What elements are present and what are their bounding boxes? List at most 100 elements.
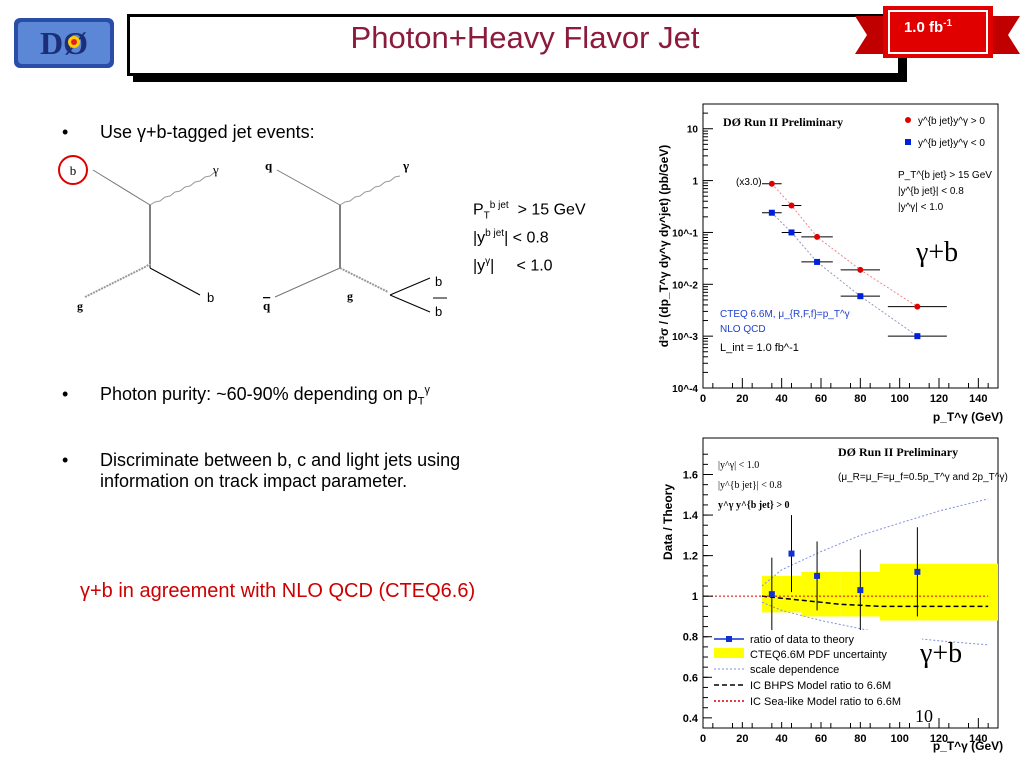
chart2-cut-2: |y^{b jet}| < 0.8 bbox=[718, 480, 782, 491]
plot-frame bbox=[702, 103, 999, 389]
cut-ygamma: |yγ| < 1.0 bbox=[473, 256, 553, 275]
chart1-cut-3: |y^γ| < 1.0 bbox=[898, 202, 944, 213]
chart1-ylabel: d³σ / (dp_T^γ dy^γ dy^jet) (pb/GeV) bbox=[657, 145, 671, 348]
label-g-1: g bbox=[77, 299, 83, 313]
chart1-xlabel: p_T^γ (GeV) bbox=[933, 410, 1003, 424]
chart2-legend-bg bbox=[712, 630, 922, 722]
chart2-ratio-point bbox=[788, 550, 795, 557]
title-box bbox=[127, 14, 901, 76]
label-gamma-1: γ bbox=[212, 162, 219, 177]
chart1-cut-2: |y^{b jet}| < 0.8 bbox=[898, 186, 964, 197]
chart1-lumi: L_int = 1.0 fb^-1 bbox=[720, 342, 799, 354]
legend-marker-neg bbox=[905, 139, 911, 145]
chart2-ytick-label: 1.2 bbox=[683, 551, 698, 563]
chart1-ytick-label: 10^-1 bbox=[672, 228, 698, 239]
chart1-point bbox=[857, 293, 864, 300]
chart1-point bbox=[914, 333, 921, 340]
chart2-ratio-point bbox=[768, 591, 775, 598]
bullet-1-text: Use γ+b-tagged jet events: bbox=[100, 122, 315, 142]
chart1-xtick-label: 140 bbox=[969, 393, 987, 405]
chart1-ytick-label: 1 bbox=[692, 177, 698, 188]
bullet-2: • Photon purity: ~60-90% depending on pTγ bbox=[62, 384, 430, 408]
legend-marker-pos bbox=[905, 117, 911, 123]
legend-scale: scale dependence bbox=[750, 664, 839, 676]
chart1-theory-curve bbox=[771, 212, 918, 337]
chart2-ylabel: Data / Theory bbox=[661, 484, 675, 560]
chart1-ytick-label: 10 bbox=[687, 125, 699, 136]
legend-pos: y^{b jet}y^γ > 0 bbox=[918, 116, 985, 127]
chart2-xlabel: p_T^γ (GeV) bbox=[933, 739, 1003, 753]
legend-bhps: IC BHPS Model ratio to 6.6M bbox=[750, 680, 891, 692]
chart2-big-label: γ+b bbox=[919, 638, 962, 669]
chart1-ytick-label: 10^-4 bbox=[672, 384, 698, 395]
chart2-scale-line bbox=[761, 601, 989, 646]
label-qbar: q bbox=[263, 298, 271, 313]
legend-pdf: CTEQ6.6M PDF uncertainty bbox=[750, 649, 887, 661]
chart2-ytick-label: 0.4 bbox=[683, 713, 699, 725]
label-q: q bbox=[265, 158, 273, 173]
chart2-xtick-label: 60 bbox=[815, 733, 827, 745]
label-gamma-2: γ bbox=[402, 158, 409, 173]
chart2-ytick-label: 0.8 bbox=[683, 632, 698, 644]
chart2-pdf-band bbox=[880, 563, 998, 621]
chart1-xtick-label: 100 bbox=[890, 393, 908, 405]
luminosity-badge bbox=[855, 6, 1020, 58]
page-title: Photon+Heavy Flavor Jet bbox=[350, 20, 700, 55]
chart2-pdf-band bbox=[801, 571, 841, 617]
chart1-point bbox=[768, 209, 775, 216]
chart2-scale-line bbox=[761, 498, 989, 587]
chart1-xtick-label: 0 bbox=[700, 393, 706, 405]
bullet-3-text: Discriminate between b, c and light jets… bbox=[100, 450, 461, 491]
chart1-xtick-label: 20 bbox=[736, 393, 748, 405]
chart2-xtick-label: 40 bbox=[776, 733, 788, 745]
chart1-point bbox=[814, 233, 821, 240]
chart2-xtick-label: 20 bbox=[736, 733, 748, 745]
bullet-2-text: Photon purity: ~60-90% depending on pTγ bbox=[100, 384, 430, 408]
bullet-1: • Use γ+b-tagged jet events: bbox=[62, 122, 315, 142]
chart1-xtick-label: 40 bbox=[776, 393, 788, 405]
chart2-xtick-label: 100 bbox=[890, 733, 908, 745]
feynman-diagrams: b γ g b q γ q g b b bbox=[58, 155, 447, 319]
cross-section-chart: DØ Run II Preliminary 10^-4 10^-3 10^-2 10^… bbox=[657, 103, 1003, 424]
chart1-point bbox=[788, 229, 795, 236]
ratio-chart: 0.4 0.6 0.8 1 1.2 1.4 1.6 0 20 40 60 80 100 120 140 D… bbox=[661, 437, 1008, 753]
chart1-xtick-label: 80 bbox=[854, 393, 866, 405]
chart1-theory-1: CTEQ 6.6M, μ_{R,F,f}=p_T^γ bbox=[720, 309, 850, 320]
feynman-diagram-1: b γ g b bbox=[58, 155, 219, 313]
legend-pdf-swatch bbox=[714, 648, 744, 658]
chart2-ytick-label: 1 bbox=[692, 591, 698, 603]
label-b-out-1: b bbox=[207, 290, 214, 305]
luminosity-badge-label: 1.0 fb-1 bbox=[903, 18, 953, 36]
chart1-xtick-label: 60 bbox=[815, 393, 827, 405]
chart1-title: DØ Run II Preliminary bbox=[723, 115, 843, 129]
chart2-ytick-label: 0.6 bbox=[683, 672, 698, 684]
chart1-theory-2: NLO QCD bbox=[720, 324, 766, 335]
chart1-point bbox=[914, 303, 921, 310]
label-b-circled: b bbox=[70, 163, 77, 178]
b-highlight-circle bbox=[58, 155, 88, 185]
label-b-2: b bbox=[435, 274, 442, 289]
chart1-point bbox=[814, 258, 821, 265]
chart2-xtick-label: 140 bbox=[969, 733, 987, 745]
chart2-pdf-band bbox=[781, 575, 802, 613]
chart2-ytick-label: 1.4 bbox=[683, 510, 699, 522]
bullet-3: • Discriminate between b, c and light jet… bbox=[62, 450, 461, 491]
logo-text: DØ bbox=[40, 25, 88, 61]
chart2-cut-3: y^γ y^{b jet} > 0 bbox=[718, 500, 790, 511]
chart1-point bbox=[768, 180, 775, 187]
cut-pt: PTb jet > 15 GeV bbox=[473, 200, 586, 222]
chart2-cut-1: |y^γ| < 1.0 bbox=[718, 460, 759, 471]
d0-logo: DØ bbox=[14, 18, 114, 68]
chart2-ratio-point bbox=[914, 568, 921, 575]
legend-sea: IC Sea-like Model ratio to 6.6M bbox=[750, 696, 901, 708]
label-bbar-2: b bbox=[435, 304, 442, 319]
conclusion-text: γ+b in agreement with NLO QCD (CTEQ6.6) bbox=[80, 580, 476, 602]
chart1-point bbox=[788, 202, 795, 209]
label-g-2: g bbox=[347, 289, 353, 303]
chart1-point bbox=[857, 266, 864, 273]
feynman-diagram-2: q γ q g b b bbox=[263, 158, 447, 319]
cut-ybjet: |yb jet| < 0.8 bbox=[473, 228, 549, 247]
chart2-ytick-label: 1.6 bbox=[683, 470, 698, 482]
chart1-ytick-label: 10^-3 bbox=[672, 332, 698, 343]
page-number: 10 bbox=[915, 706, 933, 726]
